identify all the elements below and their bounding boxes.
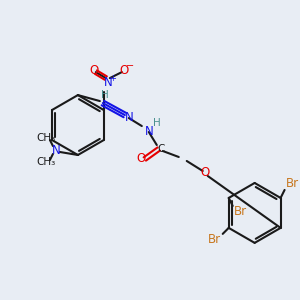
Text: N: N [144,124,153,137]
Text: N: N [103,76,112,88]
Text: O: O [119,64,128,76]
Text: N: N [52,143,60,157]
Text: Br: Br [286,178,299,190]
Text: −: − [126,61,134,71]
Text: CH₃: CH₃ [36,133,56,143]
Text: O: O [89,64,98,76]
Text: H: H [101,90,109,100]
Text: O: O [200,167,209,179]
Text: Br: Br [234,206,247,218]
Text: O: O [136,152,146,166]
Text: C: C [157,144,164,154]
Text: H: H [153,118,161,128]
Text: +: + [110,74,116,82]
Text: CH₃: CH₃ [36,157,56,167]
Text: Br: Br [208,233,221,246]
Text: N: N [124,110,133,124]
